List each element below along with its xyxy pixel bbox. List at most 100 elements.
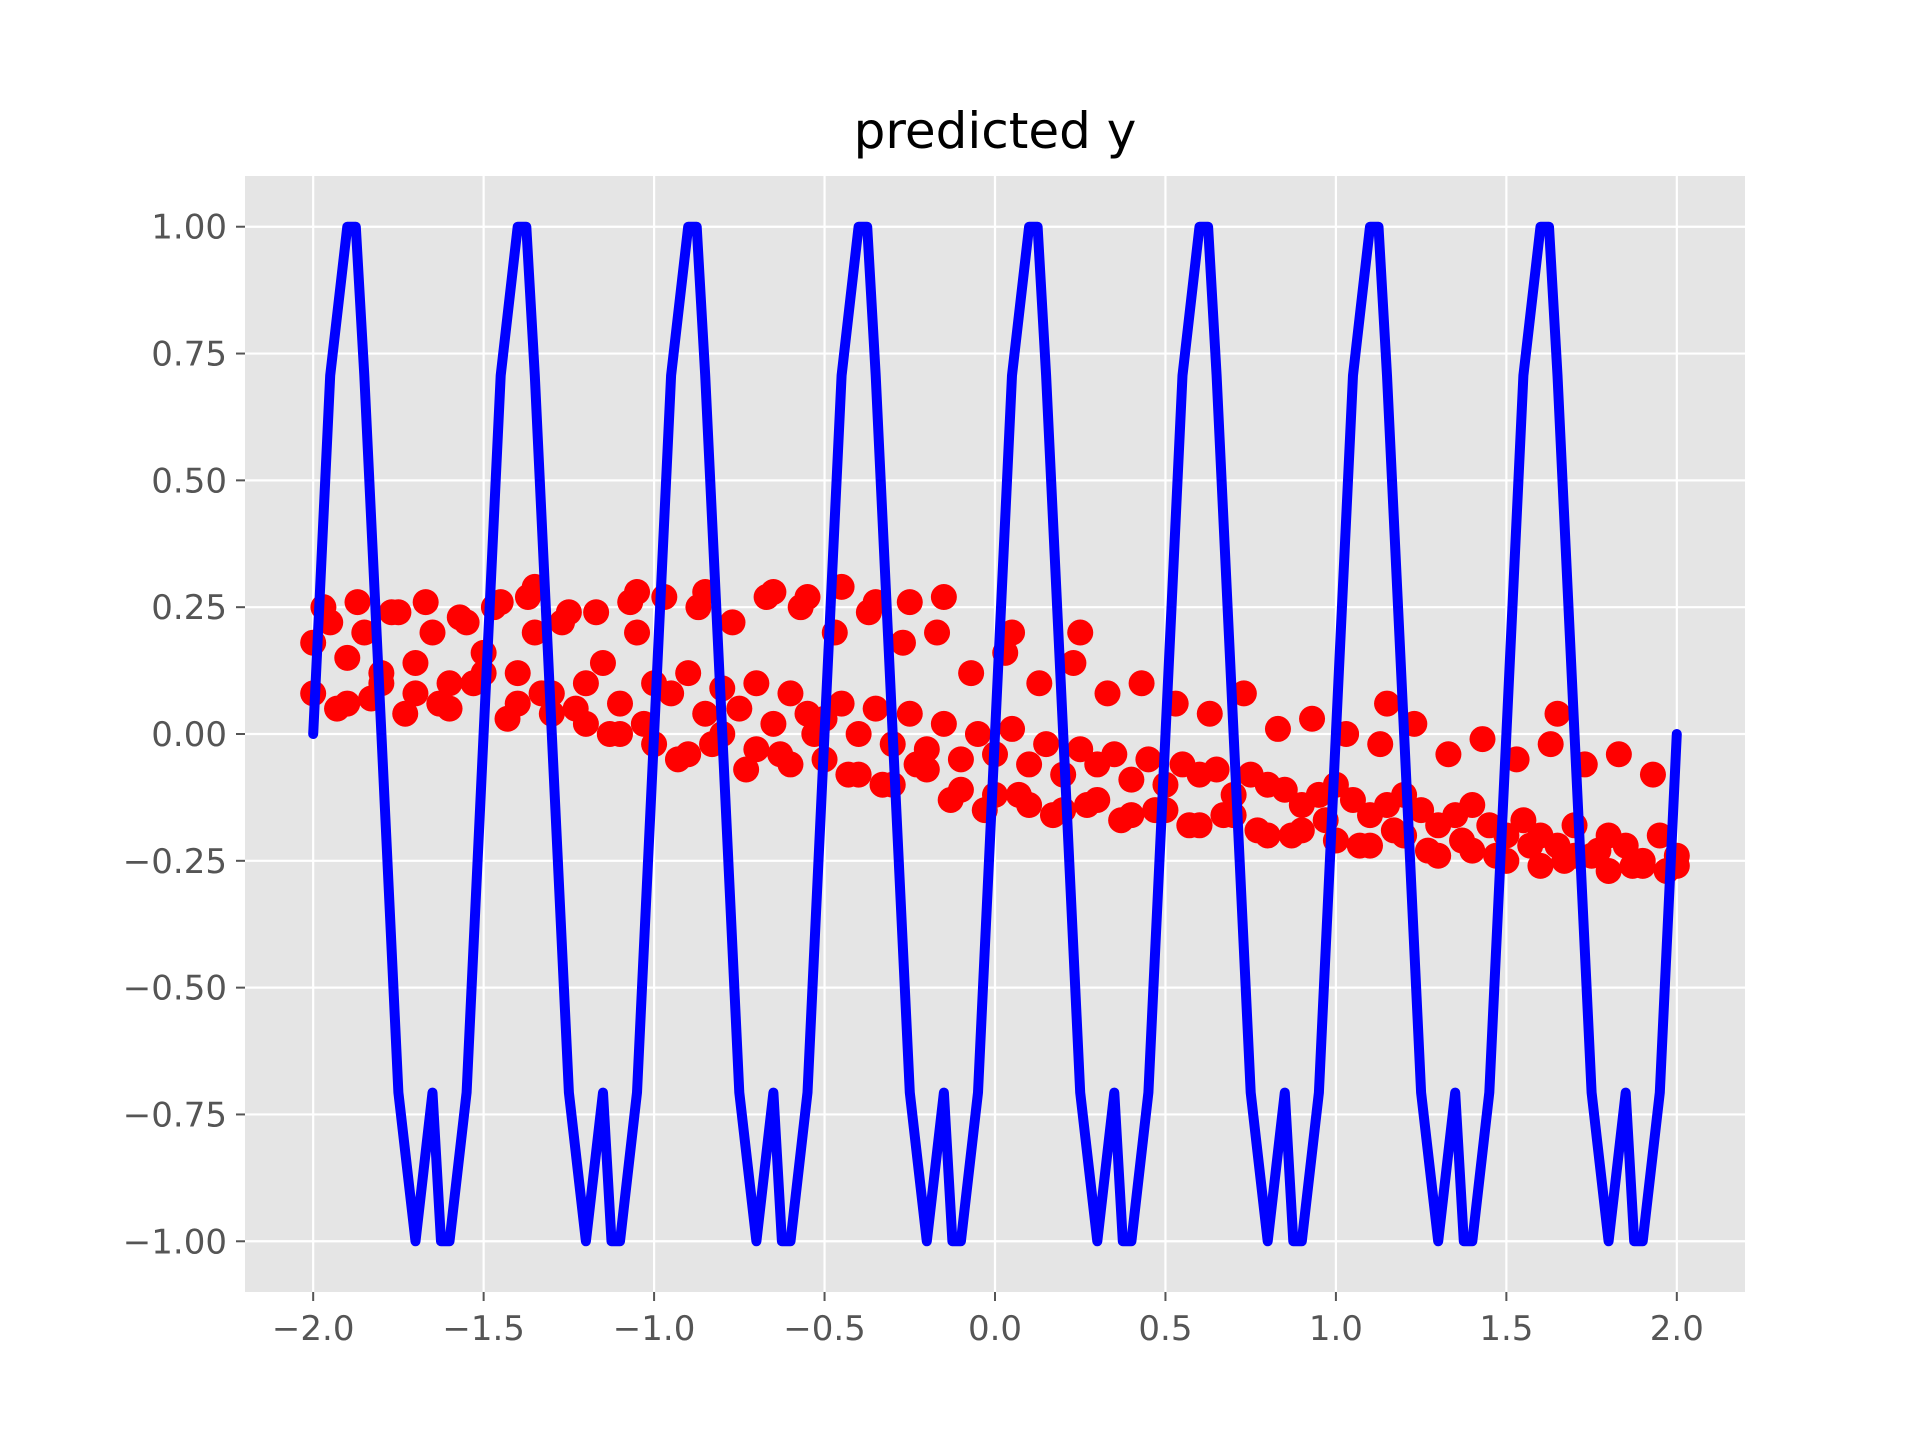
scatter-point bbox=[743, 736, 770, 763]
scatter-point bbox=[896, 589, 923, 616]
y-tick-label: 0.50 bbox=[151, 461, 227, 501]
scatter-point bbox=[930, 584, 957, 611]
scatter-point bbox=[869, 771, 896, 798]
scatter-point bbox=[1595, 857, 1622, 884]
scatter-point bbox=[1074, 792, 1101, 819]
scatter-point bbox=[1060, 649, 1087, 676]
scatter-point bbox=[1551, 847, 1578, 874]
scatter-point bbox=[1605, 741, 1632, 768]
scatter-point bbox=[572, 670, 599, 697]
scatter-point bbox=[402, 649, 429, 676]
scatter-point bbox=[1278, 822, 1305, 849]
scatter-point bbox=[1005, 781, 1032, 808]
y-tick-label: −1.00 bbox=[123, 1222, 227, 1262]
scatter-point bbox=[692, 700, 719, 727]
y-tick-label: −0.25 bbox=[123, 842, 227, 882]
x-tick-label: 0.5 bbox=[1138, 1309, 1192, 1349]
scatter-point bbox=[521, 619, 548, 646]
scatter-point bbox=[664, 746, 691, 773]
scatter-point bbox=[1374, 690, 1401, 717]
y-tick-label: 0.25 bbox=[151, 588, 227, 628]
scatter-point bbox=[1016, 751, 1043, 778]
scatter-point bbox=[1346, 832, 1373, 859]
scatter-point bbox=[658, 680, 685, 707]
scatter-point bbox=[426, 690, 453, 717]
scatter-point bbox=[828, 690, 855, 717]
scatter-point bbox=[402, 680, 429, 707]
y-tick-label: 0.75 bbox=[151, 335, 227, 375]
scatter-point bbox=[419, 619, 446, 646]
line-series bbox=[308, 221, 1682, 1247]
scatter-point bbox=[1639, 761, 1666, 788]
scatter-point bbox=[1026, 670, 1053, 697]
scatter-point bbox=[378, 599, 405, 626]
scatter-point bbox=[675, 660, 702, 687]
x-tick-label: −1.5 bbox=[442, 1309, 525, 1349]
x-tick-label: 0.0 bbox=[968, 1309, 1022, 1349]
scatter-point bbox=[589, 649, 616, 676]
scatter-point bbox=[845, 721, 872, 747]
x-tick-label: −1.0 bbox=[613, 1309, 696, 1349]
scatter-point bbox=[1033, 731, 1060, 758]
scatter-point bbox=[392, 700, 419, 727]
x-axis: −2.0 −1.5 −1.0 −0.5 0.0 0.5 1.0 1.5 2.0 bbox=[272, 1292, 1704, 1349]
scatter-point bbox=[1517, 832, 1544, 859]
scatter-point bbox=[549, 609, 576, 636]
scatter-point bbox=[624, 578, 651, 605]
scatter-point bbox=[1299, 705, 1326, 732]
scatter-point bbox=[324, 695, 351, 722]
scatter-point bbox=[1094, 680, 1121, 707]
scatter-point bbox=[760, 578, 787, 605]
x-tick-label: 2.0 bbox=[1650, 1309, 1704, 1349]
scatter-point bbox=[743, 670, 770, 697]
scatter-point bbox=[504, 660, 531, 687]
scatter-point bbox=[1367, 731, 1394, 758]
scatter-point bbox=[583, 599, 610, 626]
chart-title: predicted y bbox=[854, 102, 1137, 160]
y-tick-label: −0.75 bbox=[123, 1095, 227, 1135]
scatter-point bbox=[624, 619, 651, 646]
scatter-point bbox=[1414, 837, 1441, 864]
scatter-point bbox=[903, 751, 930, 778]
scatter-point bbox=[1585, 837, 1612, 864]
scatter-point bbox=[896, 700, 923, 727]
x-tick-label: 1.0 bbox=[1309, 1309, 1363, 1349]
scatter-point bbox=[719, 609, 746, 636]
scatter-point bbox=[930, 710, 957, 737]
scatter-point bbox=[862, 695, 889, 722]
scatter-point bbox=[947, 746, 974, 773]
series-line bbox=[308, 221, 1682, 1247]
scatter-point bbox=[1619, 852, 1646, 879]
scatter-point bbox=[1210, 802, 1237, 829]
y-tick-label: 0.00 bbox=[151, 715, 227, 755]
scatter-point bbox=[344, 589, 371, 616]
scatter-point bbox=[1459, 792, 1486, 819]
scatter-point bbox=[1118, 766, 1145, 793]
scatter-point bbox=[777, 680, 804, 707]
scatter-point bbox=[1380, 817, 1407, 844]
scatter-point bbox=[412, 589, 439, 616]
scatter-point bbox=[1067, 619, 1094, 646]
scatter-point bbox=[562, 695, 589, 722]
scatter-point bbox=[494, 705, 521, 732]
scatter-point bbox=[1230, 680, 1257, 707]
scatter-point bbox=[1271, 776, 1298, 803]
scatter-point bbox=[1039, 802, 1066, 829]
scatter-point bbox=[1108, 807, 1135, 834]
x-tick-label: −0.5 bbox=[783, 1309, 866, 1349]
scatter-point bbox=[767, 741, 794, 768]
scatter-point bbox=[1101, 741, 1128, 768]
scatter-point bbox=[1646, 822, 1673, 849]
scatter-point bbox=[1203, 756, 1230, 783]
scatter-point bbox=[436, 670, 463, 697]
scatter-point bbox=[794, 584, 821, 611]
scatter-point bbox=[607, 690, 633, 717]
scatter-point bbox=[334, 644, 361, 671]
scatter-point bbox=[351, 619, 378, 646]
scatter-point bbox=[937, 786, 964, 813]
scatter-point bbox=[889, 629, 916, 656]
scatter-point bbox=[1527, 852, 1554, 879]
scatter-point bbox=[1339, 786, 1366, 813]
